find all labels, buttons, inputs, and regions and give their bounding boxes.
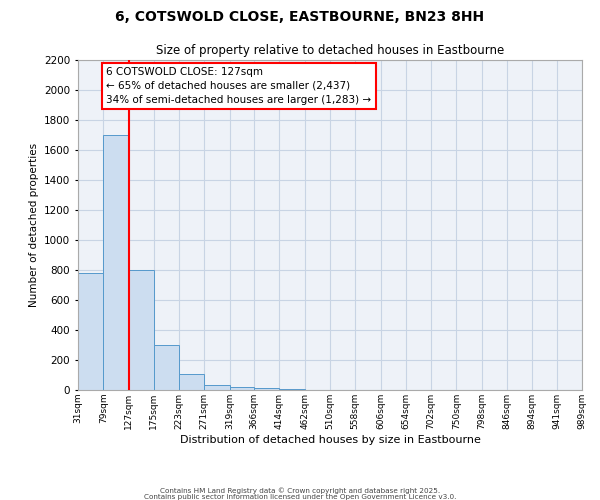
Bar — [128, 270, 154, 390]
X-axis label: Distribution of detached houses by size in Eastbourne: Distribution of detached houses by size … — [179, 434, 481, 444]
Bar — [204, 385, 230, 390]
Bar — [230, 387, 254, 390]
Bar — [179, 374, 204, 390]
Title: Size of property relative to detached houses in Eastbourne: Size of property relative to detached ho… — [156, 44, 504, 58]
Bar — [254, 388, 280, 390]
Text: 6 COTSWOLD CLOSE: 127sqm
← 65% of detached houses are smaller (2,437)
34% of sem: 6 COTSWOLD CLOSE: 127sqm ← 65% of detach… — [106, 66, 371, 105]
Bar — [280, 389, 305, 390]
Text: Contains public sector information licensed under the Open Government Licence v3: Contains public sector information licen… — [144, 494, 456, 500]
Bar — [154, 345, 179, 390]
Text: 6, COTSWOLD CLOSE, EASTBOURNE, BN23 8HH: 6, COTSWOLD CLOSE, EASTBOURNE, BN23 8HH — [115, 10, 485, 24]
Text: Contains HM Land Registry data © Crown copyright and database right 2025.: Contains HM Land Registry data © Crown c… — [160, 487, 440, 494]
Y-axis label: Number of detached properties: Number of detached properties — [29, 143, 38, 307]
Bar — [103, 135, 128, 390]
Bar — [78, 273, 103, 390]
